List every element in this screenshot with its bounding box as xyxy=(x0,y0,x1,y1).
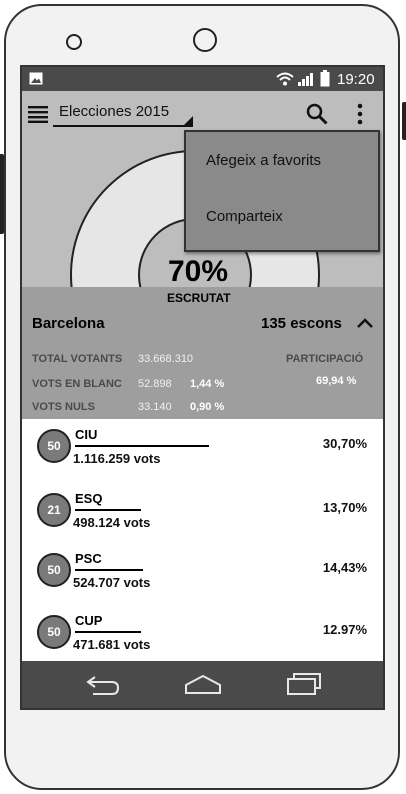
vote-share-bar xyxy=(75,631,141,633)
recents-icon[interactable] xyxy=(286,672,322,696)
seats-badge: 50 xyxy=(37,553,71,587)
region-name: Barcelona xyxy=(32,315,105,332)
party-row[interactable]: 50 CIU 1.116.259 vots 30,70% xyxy=(22,419,383,481)
status-time: 19:20 xyxy=(337,71,375,88)
participation-label: PARTICIPACIÓ xyxy=(286,353,364,365)
signal-icon xyxy=(298,73,313,86)
collapse-chevron-icon[interactable] xyxy=(357,318,373,328)
battery-icon xyxy=(320,70,330,87)
party-votes: 498.124 vots xyxy=(73,515,151,530)
party-row[interactable]: 50 PSC 524.707 vots 14,43% xyxy=(22,543,383,605)
app-bar: Elecciones 2015 xyxy=(22,91,383,137)
wifi-icon xyxy=(276,72,294,86)
blank-votes-value: 52.898 xyxy=(138,378,172,390)
front-camera-icon xyxy=(66,34,82,50)
status-bar: 19:20 xyxy=(22,67,383,91)
count-percent: 70% xyxy=(168,255,229,288)
party-votes: 524.707 vots xyxy=(73,575,151,590)
party-row[interactable]: 21 ESQ 498.124 vots 13,70% xyxy=(22,483,383,545)
vote-share-bar xyxy=(75,509,141,511)
vote-share-bar xyxy=(75,445,209,447)
null-votes-label: VOTS NULS xyxy=(32,401,95,413)
screen: 19:20 Elecciones 2015 xyxy=(20,65,385,710)
back-icon[interactable] xyxy=(85,674,121,696)
seats-badge: 50 xyxy=(37,429,71,463)
menu-item-add-favorites[interactable]: Afegeix a favorits xyxy=(206,152,322,169)
null-votes-percent: 0,90 % xyxy=(190,401,225,413)
image-notification-icon xyxy=(29,72,43,85)
total-voters-value: 33.668.310 xyxy=(138,353,194,365)
party-percent: 12.97% xyxy=(322,622,367,637)
election-dropdown[interactable]: Elecciones 2015 xyxy=(53,99,193,129)
total-seats: 135 escons xyxy=(261,315,342,332)
blank-votes-label: VOTS EN BLANC xyxy=(32,378,122,390)
party-votes: 1.116.259 vots xyxy=(73,451,161,466)
overflow-menu: Afegeix a favorits Comparteix xyxy=(184,130,380,252)
navigation-bar xyxy=(22,661,383,708)
dropdown-selected-value: Elecciones 2015 xyxy=(59,103,170,120)
participation-value: 69,94 % xyxy=(316,375,357,387)
count-label: ESCRUTAT xyxy=(167,291,231,305)
home-icon[interactable] xyxy=(184,673,222,695)
search-icon[interactable] xyxy=(306,103,328,125)
seats-badge: 21 xyxy=(37,493,71,527)
seats-badge: 50 xyxy=(37,615,71,649)
menu-item-share[interactable]: Comparteix xyxy=(206,208,283,225)
total-voters-label: TOTAL VOTANTS xyxy=(32,353,123,365)
volume-button xyxy=(0,154,4,234)
party-name: CIU xyxy=(75,427,98,442)
party-percent: 14,43% xyxy=(322,560,367,575)
party-percent: 30,70% xyxy=(322,436,367,451)
dropdown-underline xyxy=(53,125,193,127)
blank-votes-percent: 1,44 % xyxy=(190,378,225,390)
party-list: 50 CIU 1.116.259 vots 30,70% 21 ESQ 498.… xyxy=(22,419,383,661)
party-percent: 13,70% xyxy=(322,500,367,515)
party-row[interactable]: 50 CUP 471.681 vots 12.97% xyxy=(22,605,383,667)
vote-share-bar xyxy=(75,569,143,571)
summary-panel: Barcelona 135 escons TOTAL VOTANTS 33.66… xyxy=(22,287,383,419)
party-votes: 471.681 vots xyxy=(73,637,151,652)
null-votes-value: 33.140 xyxy=(138,401,172,413)
party-name: ESQ xyxy=(75,491,103,506)
earpiece-sensor-icon xyxy=(193,28,217,52)
party-name: PSC xyxy=(75,551,102,566)
dropdown-triangle-icon xyxy=(183,116,193,126)
more-vert-icon[interactable] xyxy=(357,103,363,125)
party-name: CUP xyxy=(75,613,103,628)
hamburger-menu-icon[interactable] xyxy=(28,105,48,123)
power-button xyxy=(402,102,406,140)
